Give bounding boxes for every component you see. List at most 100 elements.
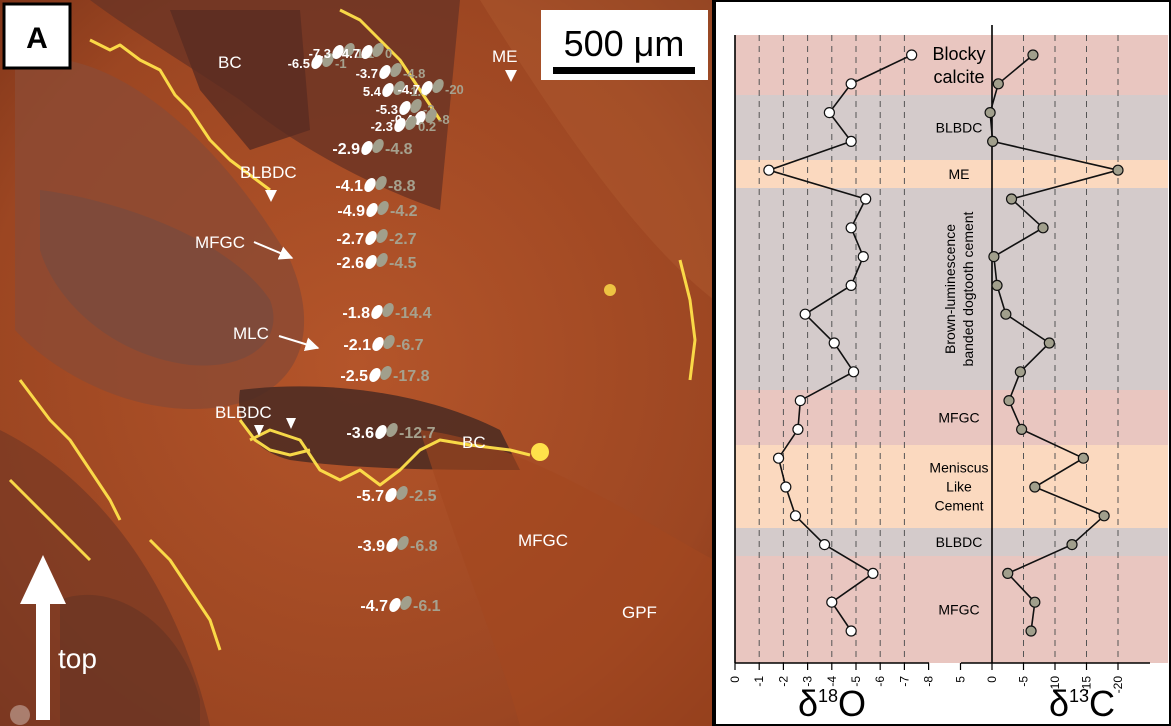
sample-spot: -4.7 -20: [398, 79, 464, 97]
band-label-1-0: BLBDC: [936, 119, 983, 135]
o-spot-icon: [385, 488, 397, 502]
sample-o-value: -5.3: [376, 102, 398, 117]
c-spot-icon: [380, 366, 392, 380]
sample-values: -6.5-1-7.31.1-4.70-3.7-4.85.4-1.4-4.7-20…: [288, 43, 464, 615]
sample-c-value: -4.8: [385, 141, 413, 158]
o-spot-icon: [375, 425, 387, 439]
o-spot-icon: [371, 305, 383, 319]
sample-o-value: -6.5: [288, 56, 310, 71]
o-spot-icon: [389, 598, 401, 612]
photomicrograph: A 500 μm top BC ME BLBDC MFGC MLC BLBDC …: [0, 0, 714, 726]
c-point: [1014, 366, 1026, 378]
o-point: [789, 510, 802, 522]
sample-o-value: -4.7: [338, 46, 360, 61]
region-label-mfgc-bottom: MFGC: [518, 531, 568, 550]
o-spot-icon: [382, 83, 394, 97]
sample-c-value: -8: [438, 112, 450, 127]
c-spot-icon: [432, 79, 444, 93]
region-label-gpf: GPF: [622, 603, 657, 622]
c-point: [1029, 481, 1041, 493]
o-tick-label: -4: [825, 676, 839, 687]
c-spot-icon: [382, 303, 394, 317]
c-spot-icon: [377, 201, 389, 215]
c-axis-ticks: 5 0 -5 -10 -15 -20: [954, 662, 1150, 694]
o-spot-icon: [399, 101, 411, 115]
sample-spot: -4.7 0: [338, 43, 392, 61]
c-tick-label: -5: [1017, 676, 1031, 687]
band-label-7-0: MFGC: [938, 601, 979, 617]
o-spot-icon: [365, 231, 377, 245]
c-point: [1002, 567, 1014, 580]
o-spot-icon: [366, 203, 378, 217]
c-tick-label: -10: [1048, 676, 1062, 694]
sample-c-value: -17.8: [393, 368, 430, 385]
sample-o-value: -4.7: [360, 598, 388, 615]
sample-spot: -6.5 -1: [288, 53, 347, 71]
band-label-3: Brown-luminescence banded dogtooth cement: [942, 211, 976, 366]
c-spot-icon: [383, 335, 395, 349]
sample-c-value: -2.7: [389, 231, 417, 248]
sample-spot: -2.6 -4.5: [336, 253, 417, 272]
sample-c-value: -14.4: [395, 305, 432, 322]
c-point: [1025, 625, 1037, 637]
sample-o-value: -2.9: [332, 141, 360, 158]
o-point: [772, 452, 785, 464]
arrowheads: [254, 70, 517, 436]
sample-spot: -4.9 -4.2: [337, 201, 418, 220]
c-tick-label: 5: [954, 676, 968, 683]
sample-o-value: -2.3: [371, 119, 393, 134]
sample-spot: -3.9 -6.8: [357, 536, 438, 555]
o-point: [845, 78, 857, 90]
o-point: [906, 49, 918, 61]
o-spot-icon: [311, 55, 323, 69]
panel-label-box: [2, 2, 72, 70]
o-spot-icon: [361, 141, 373, 155]
o-tick-label: -7: [897, 676, 911, 687]
c-point: [1005, 193, 1018, 205]
c-spot-icon: [396, 486, 408, 500]
o-spot-icon: [421, 81, 433, 95]
c-spot-icon: [372, 139, 384, 153]
o-tick-label: -6: [873, 676, 887, 687]
c-spot-icon: [376, 253, 388, 267]
c-spot-icon: [343, 43, 355, 57]
o-point: [780, 481, 792, 493]
c-spot-icon: [322, 53, 334, 67]
o-axis-title: δ18O: [798, 683, 866, 724]
sample-spot: -5.3 -3: [376, 99, 435, 117]
band-label-5-2: Cement: [934, 497, 983, 513]
c-point: [1027, 49, 1039, 61]
c-point: [991, 279, 1003, 291]
c-spot-icon: [390, 63, 402, 77]
o-tick-label: 0: [728, 676, 742, 683]
o-point: [845, 135, 857, 147]
c-point: [992, 78, 1004, 90]
sample-spot: -1.8 -14.4: [342, 303, 432, 322]
o-point: [860, 193, 872, 205]
top-arrow-icon: [20, 555, 66, 720]
o-point: [763, 164, 775, 176]
o-spot-icon: [369, 368, 381, 382]
sample-c-value: -2.5: [409, 488, 437, 505]
sample-o-value: -5.7: [356, 488, 384, 505]
band-label-6-0: BLBDC: [936, 534, 983, 550]
o-spot-icon: [364, 178, 376, 192]
band-label-0-0: Blocky: [932, 44, 985, 64]
o-point: [857, 251, 869, 263]
c-point: [987, 135, 999, 147]
c-point: [1066, 538, 1078, 551]
c-spot-icon: [400, 596, 412, 610]
sample-c-value: -8.8: [388, 178, 416, 195]
o-spot-icon: [365, 255, 377, 269]
sample-o-value: -4.1: [335, 178, 363, 195]
sample-spot: -2.5 -17.8: [340, 366, 430, 385]
c-tick-label: -20: [1111, 676, 1125, 694]
o-spot-icon: [386, 538, 398, 552]
c-point: [1077, 452, 1089, 464]
o-spot-icon: [414, 111, 426, 125]
c-point: [1000, 308, 1012, 320]
scale-bar-label: 500 μm: [564, 23, 685, 64]
sample-spot: -3.6 -12.7: [346, 423, 436, 442]
sample-spot: -2.1 -6.7: [343, 335, 424, 354]
scale-bar: [553, 67, 695, 74]
